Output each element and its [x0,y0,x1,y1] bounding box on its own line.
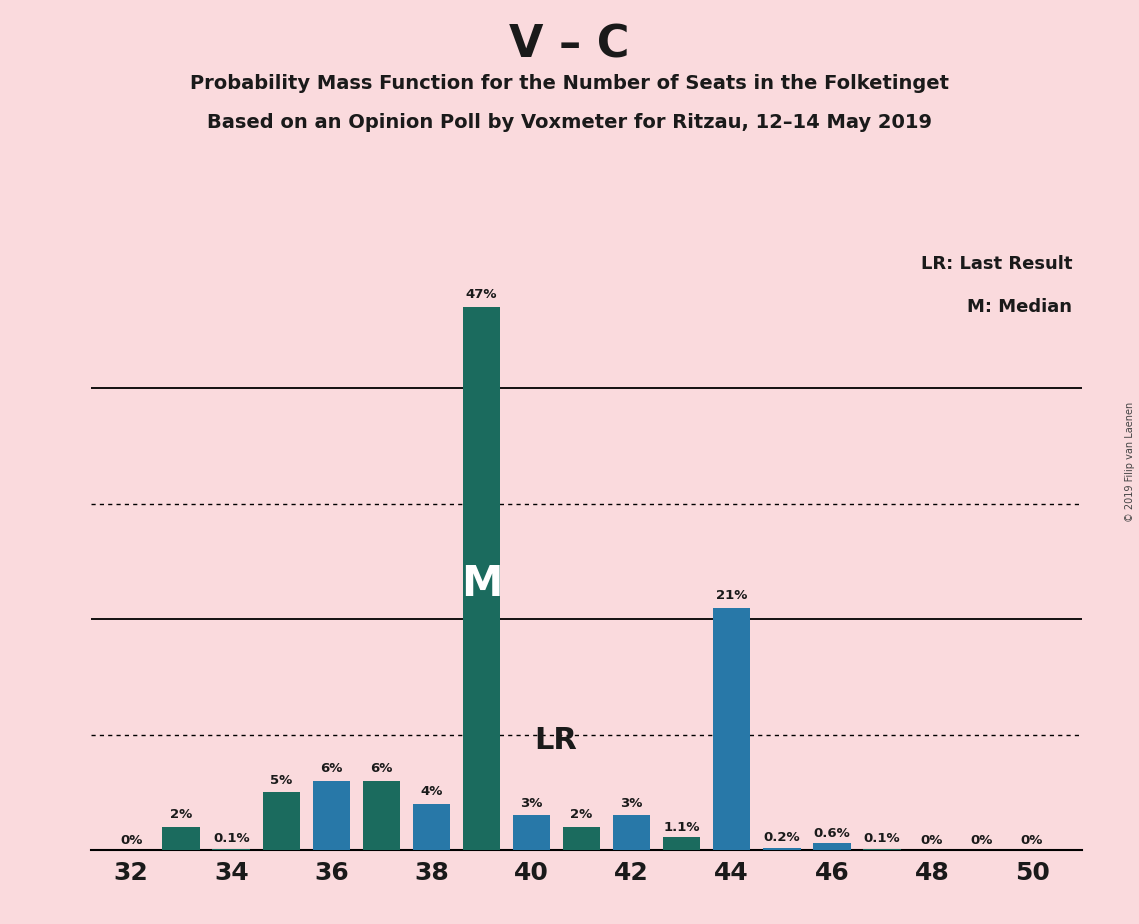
Bar [813,843,851,850]
Bar [613,815,650,850]
Bar [863,849,901,850]
Text: Based on an Opinion Poll by Voxmeter for Ritzau, 12–14 May 2019: Based on an Opinion Poll by Voxmeter for… [207,113,932,132]
Text: 1.1%: 1.1% [663,821,700,833]
Bar [163,827,200,850]
Bar [412,804,450,850]
Text: 0.1%: 0.1% [213,833,249,845]
Text: 0%: 0% [120,833,142,846]
Text: 5%: 5% [270,773,293,786]
Text: 6%: 6% [320,762,343,775]
Bar [213,849,251,850]
Text: 2%: 2% [170,808,192,821]
Text: 6%: 6% [370,762,393,775]
Text: LR: LR [534,726,577,755]
Bar [312,781,350,850]
Text: 3%: 3% [521,796,542,809]
Text: 0.2%: 0.2% [763,832,800,845]
Text: 0%: 0% [1021,833,1043,846]
Text: LR: Last Result: LR: Last Result [920,255,1072,274]
Bar [462,307,500,850]
Text: 21%: 21% [716,589,747,602]
Text: 4%: 4% [420,785,443,798]
Bar [513,815,550,850]
Bar [763,848,801,850]
Bar [663,837,700,850]
Text: M: M [461,564,502,605]
Bar [563,827,600,850]
Text: 3%: 3% [621,796,642,809]
Text: 2%: 2% [571,808,592,821]
Text: M: Median: M: Median [967,298,1072,315]
Text: © 2019 Filip van Laenen: © 2019 Filip van Laenen [1125,402,1134,522]
Text: 0%: 0% [970,833,993,846]
Text: 0.6%: 0.6% [813,827,850,840]
Text: 47%: 47% [466,288,498,301]
Bar [713,608,751,850]
Text: 0.1%: 0.1% [863,833,900,845]
Text: V – C: V – C [509,23,630,67]
Bar [262,792,300,850]
Text: 0%: 0% [920,833,943,846]
Bar [362,781,400,850]
Text: Probability Mass Function for the Number of Seats in the Folketinget: Probability Mass Function for the Number… [190,74,949,93]
